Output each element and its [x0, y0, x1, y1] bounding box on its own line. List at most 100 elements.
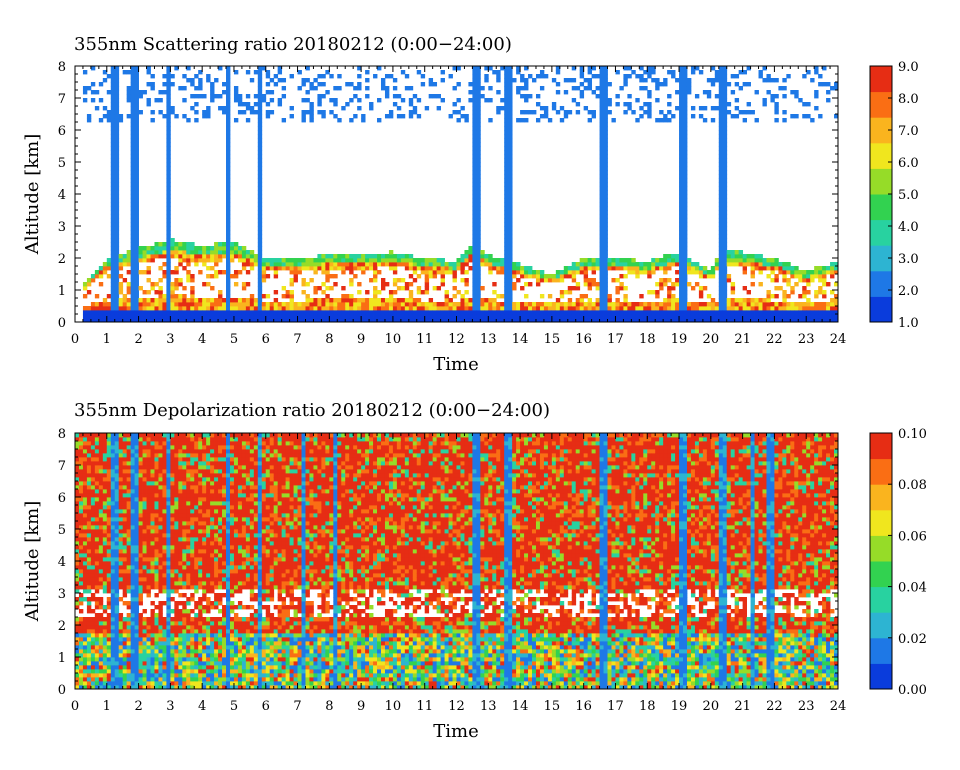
- heatmap-cell: [794, 90, 798, 94]
- heatmap-cell: [107, 465, 111, 469]
- heatmap-cell: [290, 298, 294, 302]
- heatmap-cell: [107, 597, 111, 601]
- heatmap-cell: [274, 262, 278, 266]
- heatmap-cell: [389, 294, 393, 298]
- heatmap-cell: [151, 110, 155, 114]
- heatmap-cell: [262, 278, 266, 282]
- heatmap-cell: [683, 222, 687, 226]
- heatmap-cell: [131, 122, 135, 126]
- heatmap-cell: [719, 238, 723, 242]
- heatmap-cell: [357, 266, 361, 270]
- heatmap-cell: [79, 601, 83, 605]
- heatmap-cell: [210, 250, 214, 254]
- heatmap-cell: [91, 501, 95, 505]
- heatmap-cell: [107, 549, 111, 553]
- heatmap-cell: [504, 214, 508, 218]
- heatmap-cell: [516, 266, 520, 270]
- heatmap-cell: [206, 306, 210, 310]
- heatmap-cell: [115, 517, 119, 521]
- heatmap-cell: [719, 98, 723, 102]
- heatmap-cell: [103, 637, 107, 641]
- heatmap-cell: [127, 481, 131, 485]
- heatmap-cell: [639, 78, 643, 82]
- heatmap-cell: [417, 70, 421, 74]
- heatmap-cell: [345, 254, 349, 258]
- heatmap-cell: [210, 258, 214, 262]
- heatmap-cell: [135, 206, 139, 210]
- heatmap-cell: [723, 194, 727, 198]
- heatmap-cell: [798, 314, 802, 318]
- heatmap-cell: [119, 621, 123, 625]
- heatmap-cell: [91, 609, 95, 613]
- heatmap-cell: [731, 114, 735, 118]
- heatmap-cell: [139, 589, 143, 593]
- heatmap-cell: [472, 266, 476, 270]
- heatmap-cell: [600, 246, 604, 250]
- heatmap-cell: [95, 529, 99, 533]
- heatmap-cell: [341, 258, 345, 262]
- heatmap-cell: [202, 94, 206, 98]
- heatmap-cell: [313, 266, 317, 270]
- heatmap-cell: [115, 186, 119, 190]
- heatmap-cell: [723, 78, 727, 82]
- heatmap-cell: [611, 118, 615, 122]
- heatmap-cell: [329, 98, 333, 102]
- heatmap-cell: [504, 282, 508, 286]
- heatmap-cell: [655, 118, 659, 122]
- heatmap-cell: [409, 274, 413, 278]
- heatmap-cell: [242, 258, 246, 262]
- heatmap-cell: [87, 549, 91, 553]
- heatmap-cell: [476, 290, 480, 294]
- heatmap-cell: [258, 170, 262, 174]
- heatmap-cell: [329, 274, 333, 278]
- heatmap-cell: [353, 302, 357, 306]
- heatmap-cell: [600, 202, 604, 206]
- heatmap-cell: [588, 86, 592, 90]
- heatmap-cell: [345, 258, 349, 262]
- heatmap-cell: [143, 306, 147, 310]
- heatmap-cell: [286, 258, 290, 262]
- heatmap-cell: [679, 78, 683, 82]
- heatmap-cell: [790, 90, 794, 94]
- heatmap-cell: [298, 270, 302, 274]
- heatmap-cell: [679, 310, 683, 314]
- heatmap-cell: [266, 82, 270, 86]
- heatmap-cell: [508, 282, 512, 286]
- heatmap-cell: [79, 533, 83, 537]
- heatmap-cell: [683, 70, 687, 74]
- heatmap-cell: [91, 677, 95, 681]
- heatmap-cell: [635, 274, 639, 278]
- heatmap-cell: [532, 274, 536, 278]
- heatmap-cell: [524, 78, 528, 82]
- heatmap-cell: [425, 278, 429, 282]
- heatmap-cell: [409, 98, 413, 102]
- heatmap-cell: [119, 569, 123, 573]
- heatmap-cell: [250, 294, 254, 298]
- heatmap-cell: [95, 469, 99, 473]
- heatmap-cell: [373, 290, 377, 294]
- heatmap-cell: [226, 158, 230, 162]
- heatmap-cell: [99, 302, 103, 306]
- heatmap-cell: [254, 262, 258, 266]
- heatmap-cell: [790, 266, 794, 270]
- heatmap-cell: [600, 226, 604, 230]
- heatmap-cell: [178, 258, 182, 262]
- heatmap-cell: [806, 298, 810, 302]
- heatmap-cell: [83, 517, 87, 521]
- heatmap-cell: [123, 621, 127, 625]
- heatmap-cell: [504, 170, 508, 174]
- heatmap-cell: [178, 310, 182, 314]
- heatmap-cell: [361, 258, 365, 262]
- heatmap-cell: [659, 110, 663, 114]
- heatmap-cell: [691, 266, 695, 270]
- heatmap-cell: [83, 294, 87, 298]
- heatmap-cell: [715, 94, 719, 98]
- heatmap-cell: [131, 493, 135, 497]
- heatmap-cell: [548, 274, 552, 278]
- heatmap-cell: [178, 306, 182, 310]
- heatmap-cell: [278, 314, 282, 318]
- heatmap-cell: [731, 90, 735, 94]
- heatmap-cell: [234, 70, 238, 74]
- heatmap-cell: [739, 302, 743, 306]
- heatmap-cell: [429, 258, 433, 262]
